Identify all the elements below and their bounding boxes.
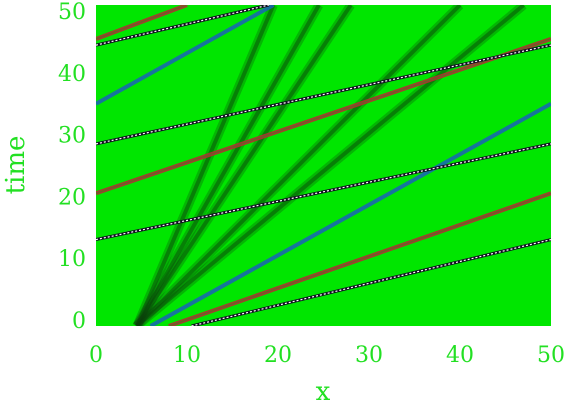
- dark-soliton-ray: [133, 5, 323, 326]
- dark-soliton-core: [135, 5, 525, 326]
- red-soliton-edge: [96, 38, 551, 194]
- y-tick-label: 50: [58, 0, 86, 25]
- y-tick-label: 0: [72, 309, 86, 334]
- dark-soliton-ray: [134, 5, 527, 326]
- y-tick-label: 40: [58, 62, 86, 87]
- dashed-soliton-highlight: [96, 44, 551, 145]
- x-tick-label: 10: [173, 343, 201, 368]
- dark-soliton-core: [135, 5, 276, 326]
- dashed-soliton-highlight: [96, 5, 270, 46]
- dark-soliton-ray: [132, 5, 278, 326]
- dashed-soliton-highlight: [191, 238, 551, 326]
- y-tick-label: 30: [58, 124, 86, 149]
- x-tick-label: 0: [89, 343, 103, 368]
- y-tick-label: 10: [58, 247, 86, 272]
- x-axis-label: x: [316, 377, 331, 407]
- dark-soliton-ray: [133, 5, 355, 326]
- dark-soliton-core: [135, 5, 462, 326]
- dark-soliton-ray: [133, 5, 464, 326]
- red-soliton-edge: [96, 5, 188, 40]
- blue-soliton-line: [96, 5, 275, 106]
- x-tick-label: 50: [537, 343, 565, 368]
- dark-soliton-core: [135, 5, 353, 326]
- dark-soliton-core: [135, 5, 321, 326]
- y-axis-label: time: [1, 136, 31, 195]
- red-soliton-edge: [168, 192, 551, 326]
- x-tick-label: 20: [264, 343, 292, 368]
- dashed-soliton-highlight: [96, 143, 551, 241]
- x-tick-label: 40: [446, 343, 474, 368]
- x-tick-label: 30: [355, 343, 383, 368]
- blue-soliton-line: [149, 102, 551, 326]
- y-tick-label: 20: [58, 185, 86, 210]
